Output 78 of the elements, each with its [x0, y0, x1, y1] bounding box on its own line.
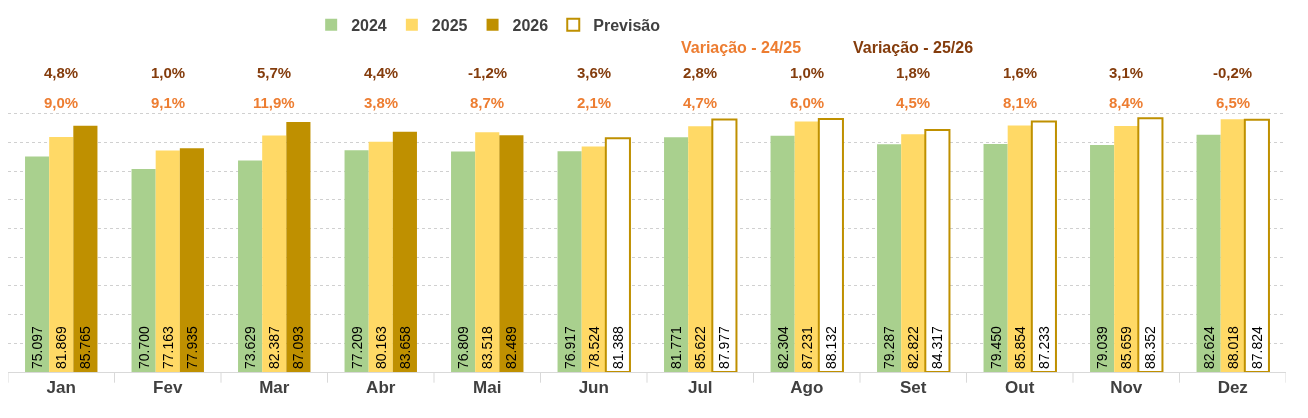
x-tick-label: Jul: [687, 378, 713, 398]
text: 2,1%: [577, 94, 612, 111]
legend-label: 2026: [512, 17, 549, 35]
text: 1,6%: [1003, 64, 1038, 81]
text: 4,7%: [683, 94, 718, 111]
data-label: 82.304: [774, 325, 791, 369]
data-label: 79.287: [881, 325, 898, 369]
text: 8,1%: [1003, 94, 1038, 111]
legend-label: Variação - 24/25: [681, 39, 802, 56]
data-label: 85.765: [77, 325, 94, 369]
data-label: 87.093: [290, 325, 307, 369]
data-label: 79.450: [987, 325, 1004, 369]
data-label: 87.824: [1248, 325, 1265, 369]
data-label: 73.629: [242, 325, 259, 369]
data-label: 88.132: [822, 325, 839, 369]
data-label: 85.622: [692, 325, 709, 369]
text: 1,0%: [151, 64, 186, 81]
data-label: 82.624: [1200, 325, 1217, 369]
data-label: 81.388: [609, 325, 626, 369]
data-label: 80.163: [372, 325, 389, 369]
x-tick-label: Ago: [790, 378, 824, 398]
data-label: 77.935: [183, 325, 200, 369]
x-tick-label: Fev: [153, 378, 183, 398]
text: 3,6%: [577, 64, 612, 81]
data-label: 87.231: [798, 325, 815, 369]
data-label: 81.771: [668, 325, 685, 369]
data-label: 82.489: [503, 325, 520, 369]
text: 9,0%: [44, 94, 79, 111]
text: 9,1%: [151, 94, 186, 111]
x-tick-label: Jan: [46, 378, 76, 398]
text: 6,5%: [1216, 94, 1251, 111]
text: 8,7%: [470, 94, 505, 111]
data-label: 85.659: [1118, 325, 1135, 369]
text: 1,8%: [896, 64, 931, 81]
data-label: 88.018: [1224, 325, 1241, 369]
legend-label: 2024: [351, 17, 387, 35]
data-label: 79.039: [1094, 325, 1111, 369]
data-label: 76.917: [561, 325, 578, 369]
data-label: 77.163: [159, 325, 176, 369]
data-label: 82.387: [266, 325, 283, 369]
x-tick-label: Mar: [259, 378, 290, 398]
text: 6,0%: [790, 94, 825, 111]
x-tick-label: Mai: [473, 378, 502, 398]
data-label: 81.869: [53, 325, 70, 369]
text: -0,2%: [1213, 64, 1253, 81]
legend-label: 2025: [431, 17, 468, 35]
text: 5,7%: [257, 64, 292, 81]
data-label: 87.977: [716, 325, 733, 369]
text: 4,5%: [896, 94, 931, 111]
x-tick-label: Out: [1005, 378, 1035, 398]
text: 11,9%: [253, 94, 295, 111]
data-label: 83.518: [479, 325, 496, 369]
x-tick-label: Abr: [366, 378, 396, 398]
x-tick-label: Jun: [578, 378, 609, 398]
text: 4,8%: [44, 64, 79, 81]
text: -1,2%: [468, 64, 508, 81]
text: 3,1%: [1109, 64, 1144, 81]
legend-label: Variação - 25/26: [853, 39, 974, 56]
x-tick-label: Dez: [1217, 378, 1248, 398]
text: 3,8%: [364, 94, 399, 111]
text: 8,4%: [1109, 94, 1144, 111]
data-label: 84.317: [929, 325, 946, 369]
data-label: 78.524: [585, 325, 602, 369]
data-label: 85.854: [1011, 325, 1028, 369]
data-label: 76.809: [455, 325, 472, 369]
x-tick-label: Nov: [1110, 378, 1143, 398]
data-label: 82.822: [905, 325, 922, 369]
data-label: 75.097: [29, 325, 46, 369]
text: 2,8%: [683, 64, 718, 81]
data-label: 77.209: [348, 325, 365, 369]
text: 4,4%: [364, 64, 399, 81]
data-label: 70.700: [135, 325, 152, 369]
data-label: 88.352: [1142, 325, 1159, 369]
legend-label: Previsão: [593, 17, 661, 35]
data-label: 83.658: [396, 325, 413, 369]
data-label: 87.233: [1035, 325, 1052, 369]
x-tick-label: Set: [900, 378, 927, 398]
text: 1,0%: [790, 64, 825, 81]
